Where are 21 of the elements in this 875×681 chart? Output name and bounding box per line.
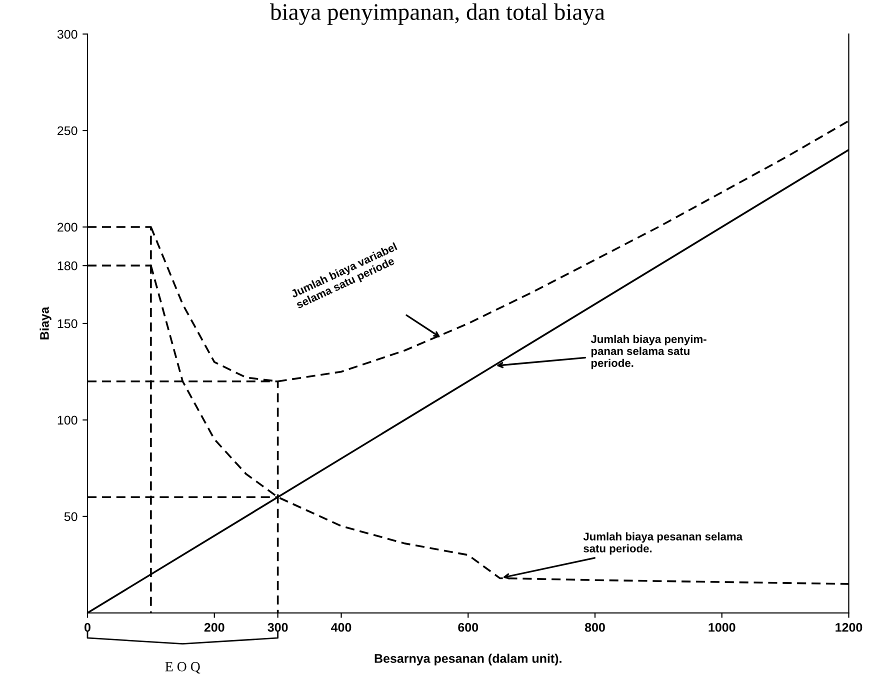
y-tick-label: 200 bbox=[58, 222, 78, 232]
y-tick-label: 300 bbox=[57, 30, 78, 39]
x-tick-label: 300 bbox=[268, 622, 288, 632]
y-tick-label: 150 bbox=[58, 319, 78, 328]
x-tick-label: 1200 bbox=[836, 622, 862, 632]
annotation: Jumlah biaya penyim- panan selama satu periode. bbox=[590, 334, 706, 370]
y-tick-label: 100 bbox=[58, 416, 78, 425]
x-tick-label: 400 bbox=[331, 622, 352, 632]
y-tick-label: 180 bbox=[58, 261, 78, 270]
x-tick-label: 1000 bbox=[708, 622, 736, 632]
y-axis-title: Biaya bbox=[40, 306, 52, 340]
annotation: Jumlah biaya pesanan selama satu periode. bbox=[583, 532, 743, 555]
text: E O Q bbox=[165, 662, 200, 674]
x-axis-title: Besarnya pesanan (dalam unit). bbox=[374, 654, 562, 666]
chart-title: biaya penyimpanan, dan total biaya bbox=[270, 3, 605, 25]
x-tick-label: 200 bbox=[204, 622, 224, 632]
x-tick-label: 800 bbox=[584, 622, 605, 632]
x-tick-label: 0 bbox=[84, 622, 90, 632]
x-tick-label: 600 bbox=[458, 622, 478, 632]
y-tick-label: 50 bbox=[64, 512, 78, 522]
y-tick-label: 250 bbox=[58, 126, 78, 136]
